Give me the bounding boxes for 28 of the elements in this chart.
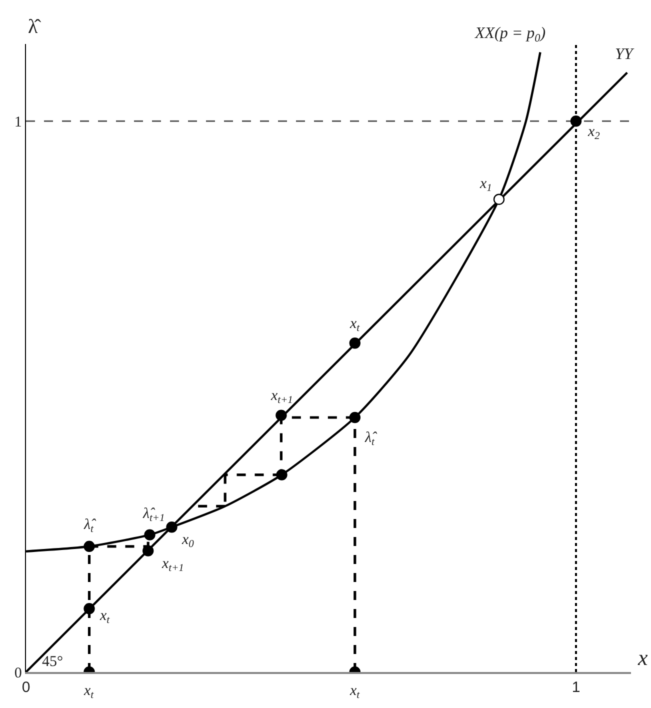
point xyxy=(493,194,505,205)
annotation: λ̂$_{t}$ xyxy=(83,517,96,536)
annotation: x$_{t}$ xyxy=(349,316,361,334)
x-axis-title: x xyxy=(637,645,648,670)
annotation: x$_{t}$ xyxy=(349,683,361,702)
annotation: x$_{t}$ xyxy=(99,608,111,626)
annotation: x$_{t+1}$ xyxy=(161,556,184,574)
point xyxy=(276,410,287,421)
point xyxy=(349,338,360,349)
annotation: λ̂$_{t+1}$ xyxy=(142,506,165,524)
annotation: 45° xyxy=(42,654,63,670)
point xyxy=(349,412,360,424)
annotation: XX(p = p$_{0}$) xyxy=(474,25,546,44)
point xyxy=(144,529,156,540)
point xyxy=(166,522,178,533)
annotation: YY xyxy=(615,46,635,63)
point xyxy=(142,545,154,556)
annotation: x$_{t+1}$ xyxy=(270,388,293,406)
annotation: λ̂$_{t}$ xyxy=(364,430,378,448)
point xyxy=(276,469,288,480)
annotation: x$_{0}$ xyxy=(181,532,195,550)
y-axis-title: λ̂ xyxy=(28,16,42,38)
point xyxy=(84,540,95,552)
annotation: x$_{1}$ xyxy=(479,176,492,194)
annotation: x$_{t}$ xyxy=(83,683,95,702)
point xyxy=(570,116,582,127)
point xyxy=(84,603,95,614)
annotation: x$_{2}$ xyxy=(587,124,601,142)
